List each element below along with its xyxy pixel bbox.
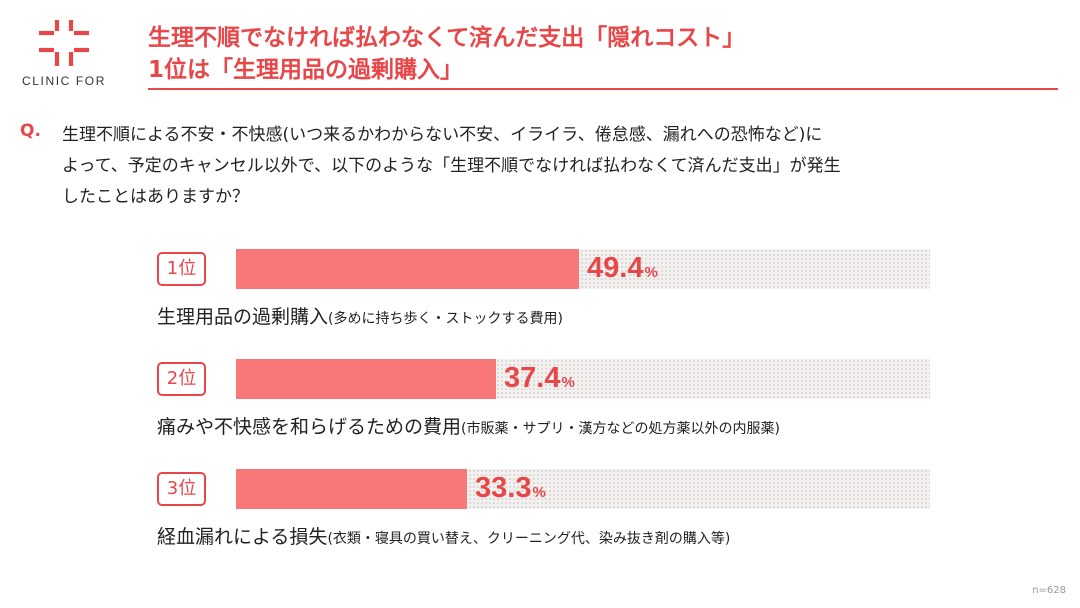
rank-badge: 3位 [157,472,206,506]
title-line-1: 生理不順でなければ払わなくて済んだ支出「隠れコスト」 [148,25,746,51]
item-label-main: 生理用品の過剰購入 [157,306,329,328]
item-label-main: 経血漏れによる損失 [157,526,328,548]
question-line: したことはありますか？ [62,187,249,207]
item-label: 生理用品の過剰購入(多めに持ち歩く・ストックする費用) [157,302,563,329]
item-label: 痛みや不快感を和らげるための費用(市販薬・サプリ・漢方などの処方薬以外の内服薬) [157,412,780,439]
title-line-2: 1位は「生理用品の過剰購入」 [148,57,464,83]
clinic-for-logo: CLINIC FOR [22,20,122,88]
bar-track: 49.4% [236,249,930,289]
rank-badge: 1位 [157,252,206,286]
bar-fill [236,359,496,399]
question-line: 生理不順による不安・不快感(いつ来るかわからない不安、イライラ、倦怠感、漏れへの… [62,125,823,145]
value-number: 49.4 [587,252,644,284]
bar-fill [236,469,467,509]
cross-logo-icon [39,20,89,66]
value-unit: % [532,484,546,501]
bar-track: 33.3% [236,469,930,509]
question-line: よって、予定のキャンセル以外で、以下のような「生理不順でなければ払わなくて済んだ… [62,156,841,176]
bar-track: 37.4% [236,359,930,399]
item-label-note: (衣類・寝具の買い替え、クリーニング代、染み抜き剤の購入等) [327,531,731,547]
value-label: 33.3% [475,472,546,505]
value-label: 49.4% [587,252,658,285]
rank-badge: 2位 [157,362,206,396]
item-label-note: (多めに持ち歩く・ストックする費用) [328,311,563,327]
value-number: 37.4 [504,362,561,394]
question-mark-label: Q. [20,121,41,141]
item-label-main: 痛みや不快感を和らげるための費用 [157,416,462,438]
value-unit: % [644,264,658,281]
value-label: 37.4% [504,362,575,395]
sample-size-note: n=628 [1032,585,1066,596]
item-label-note: (市販薬・サプリ・漢方などの処方薬以外の内服薬) [461,421,780,437]
item-label: 経血漏れによる損失(衣類・寝具の買い替え、クリーニング代、染み抜き剤の購入等) [157,522,730,549]
value-unit: % [561,374,575,391]
logo-text: CLINIC FOR [22,74,107,88]
title-divider [148,88,1058,90]
page-title: 生理不順でなければ払わなくて済んだ支出「隠れコスト」 1位は「生理用品の過剰購入… [148,22,1058,86]
value-number: 33.3 [475,472,532,504]
bar-fill [236,249,579,289]
question-text: 生理不順による不安・不快感(いつ来るかわからない不安、イライラ、倦怠感、漏れへの… [62,120,1062,213]
